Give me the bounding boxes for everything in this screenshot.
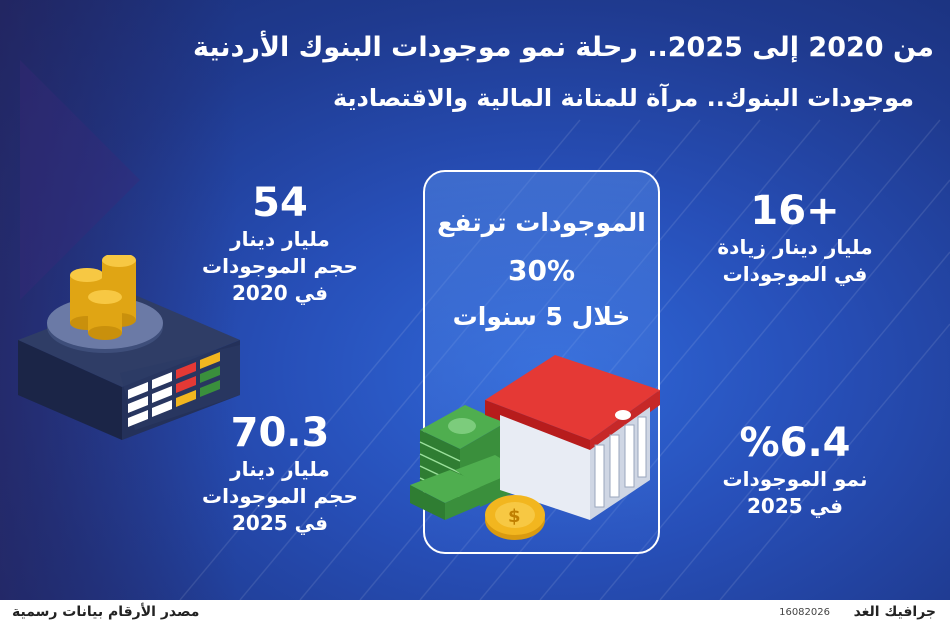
stat-growth-value: %6.4 — [739, 420, 851, 466]
bank-money-illustration: $ — [410, 355, 660, 540]
header: من 2020 إلى 2025.. رحلة نمو موجودات البن… — [114, 32, 934, 72]
stat-assets-2020-label: حجم الموجودات — [202, 254, 358, 278]
stat-increase-line-2: في الموجودات — [722, 262, 868, 286]
stat-increase: +16 مليار دينار زيادة في الموجودات — [700, 188, 890, 288]
stat-assets-2020-year: في 2020 — [232, 281, 328, 305]
credit-date: 16082026 — [779, 607, 830, 618]
graphic-credit: جرافيك الغد — [853, 604, 936, 620]
stat-increase-value: +16 — [750, 188, 840, 234]
stat-assets-2025-year: في 2025 — [232, 511, 328, 535]
box-line-3: خلال 5 سنوات — [452, 302, 631, 331]
page-title: من 2020 إلى 2025.. رحلة نمو موجودات البن… — [192, 32, 934, 63]
stat-growth: %6.4 نمو الموجودات في 2025 — [700, 420, 890, 520]
stat-growth-line-2: في 2025 — [747, 494, 843, 518]
stat-assets-2025-value: 70.3 — [230, 410, 330, 456]
stat-assets-2020: 54 مليار دينار حجم الموجودات في 2020 — [195, 180, 365, 307]
stat-assets-2025-label: حجم الموجودات — [202, 484, 358, 508]
stat-assets-2025: 70.3 مليار دينار حجم الموجودات في 2025 — [195, 410, 365, 537]
coin-scale-illustration — [18, 255, 240, 440]
stat-assets-2020-value: 54 — [252, 180, 308, 226]
bank-building-icon — [485, 355, 660, 520]
box-line-1: الموجودات ترتفع — [437, 208, 646, 237]
page-subtitle: موجودات البنوك.. مرآة للمتانة المالية وا… — [332, 84, 914, 112]
coin-icon: $ — [485, 495, 545, 540]
stat-increase-line-1: مليار دينار زيادة — [717, 235, 873, 259]
money-stack-icon — [410, 405, 520, 520]
stat-assets-2025-unit: مليار دينار — [230, 457, 330, 481]
svg-text:$: $ — [508, 506, 521, 527]
infographic-canvas: من 2020 إلى 2025.. رحلة نمو موجودات البن… — [0, 0, 950, 600]
box-percentage: 30% — [507, 254, 576, 287]
footer-bar — [0, 600, 950, 632]
stat-assets-2020-unit: مليار دينار — [230, 227, 330, 251]
stat-growth-line-1: نمو الموجودات — [722, 467, 868, 491]
source-note: مصدر الأرقام بيانات رسمية — [12, 604, 200, 620]
